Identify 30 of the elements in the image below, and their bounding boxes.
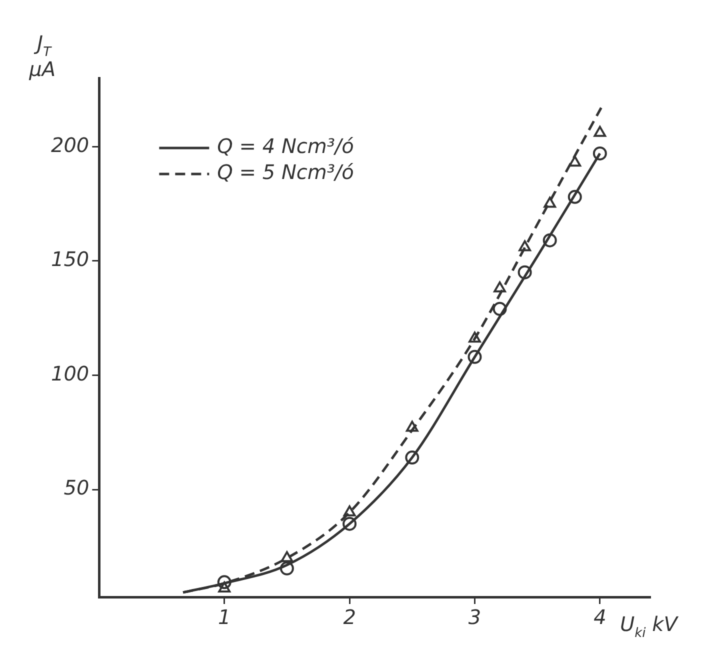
legend-label: Q = 5 Ncm³/ó (217, 160, 354, 184)
point (544, 196, 556, 208)
point (280, 551, 294, 562)
point (542, 233, 557, 248)
point (468, 332, 481, 343)
point (280, 561, 294, 576)
y-tick-label: 200 (50, 132, 90, 157)
point (518, 240, 532, 252)
point (492, 302, 507, 316)
y-tick-label: 50 (64, 476, 90, 500)
point (342, 516, 357, 531)
legend-label: Q = 4 Ncm³/ó (217, 134, 354, 158)
point (518, 265, 532, 280)
point (406, 420, 418, 432)
point (217, 575, 232, 590)
y-tick-label: 100 (50, 361, 90, 386)
point (592, 146, 607, 160)
point (218, 582, 231, 593)
point (594, 126, 606, 137)
x-tick-label: 1 (218, 605, 231, 630)
point (405, 450, 420, 465)
y-tick-label: 150 (50, 247, 90, 272)
point (568, 156, 582, 167)
point (494, 281, 506, 292)
x-tick-label: 3 (468, 605, 482, 630)
point (568, 190, 582, 204)
point (468, 350, 482, 364)
x-tick-label: 4 (594, 605, 606, 630)
x-tick-label: 2 (343, 605, 356, 630)
point (343, 505, 356, 516)
